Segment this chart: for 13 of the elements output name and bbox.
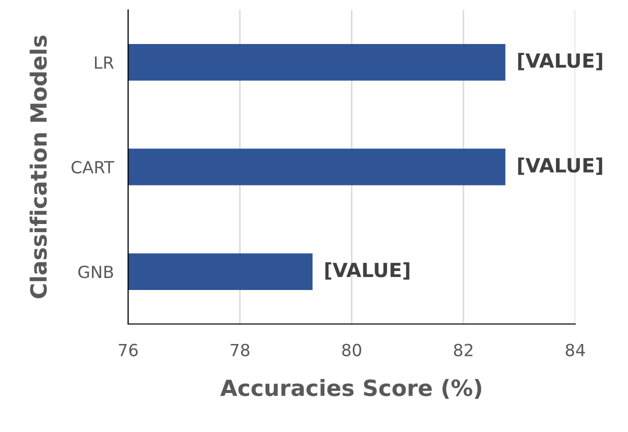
y-axis-title: Classification Models <box>30 36 47 298</box>
y-tick-label: GNB <box>78 266 114 278</box>
x-tick-label: 80 <box>342 344 362 356</box>
x-tick-label: 76 <box>118 344 138 356</box>
x-tick-label: 78 <box>230 344 250 356</box>
y-tick-label: CART <box>72 160 114 174</box>
y-tick-label: LR <box>94 56 114 69</box>
data-label: [VALUE] <box>518 52 602 70</box>
data-label: [VALUE] <box>518 158 602 175</box>
x-tick-label: 82 <box>454 344 472 356</box>
x-axis-title: Accuracies Score (%) <box>220 379 482 399</box>
x-tick-label: 84 <box>566 344 585 356</box>
data-label: [VALUE] <box>325 262 410 280</box>
